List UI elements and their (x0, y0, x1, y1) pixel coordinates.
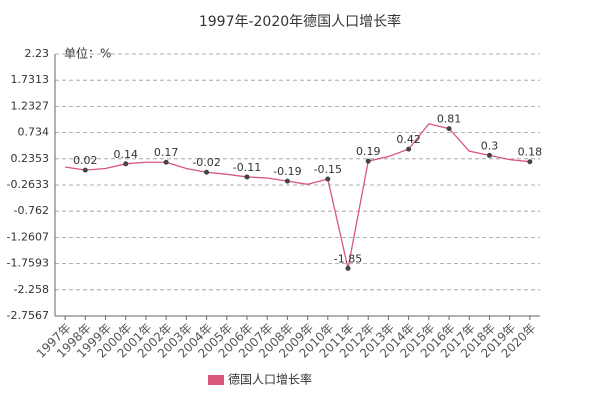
y-tick-label: -1.7593 (7, 257, 49, 270)
chart-title: 1997年-2020年德国人口增长率 (199, 13, 401, 30)
data-label: 0.14 (113, 148, 138, 161)
data-point (325, 176, 331, 182)
data-point (82, 167, 88, 173)
y-tick-label: -0.762 (14, 204, 49, 217)
data-label: -0.02 (192, 156, 220, 169)
data-label: 0.19 (356, 145, 381, 158)
data-point (365, 158, 371, 164)
data-label: 0.02 (73, 154, 98, 167)
data-point (244, 174, 250, 180)
y-tick-label: 2.23 (25, 47, 50, 60)
data-label: 0.42 (396, 133, 421, 146)
y-tick-label: 0.734 (18, 126, 50, 139)
data-label: 0.17 (154, 146, 179, 159)
series-line (65, 123, 530, 269)
data-label: -0.19 (273, 165, 301, 178)
data-label: 0.81 (437, 113, 462, 126)
data-point (406, 146, 412, 152)
y-tick-label: -2.7567 (7, 309, 49, 322)
data-label: 0.3 (481, 139, 499, 152)
y-tick-label: 0.2353 (11, 152, 50, 165)
y-tick-label: 1.7313 (11, 73, 50, 86)
data-label: -1.85 (334, 252, 362, 265)
y-tick-label: -1.2607 (7, 230, 49, 243)
data-point (345, 265, 351, 271)
data-point (204, 169, 210, 175)
data-point (123, 161, 129, 167)
y-tick-label: -2.258 (14, 283, 49, 296)
data-label: -0.15 (314, 163, 342, 176)
y-tick-label: 1.2327 (11, 99, 50, 112)
y-tick-label: -0.2633 (7, 178, 49, 191)
data-label: -0.11 (233, 161, 261, 174)
data-point (284, 178, 290, 184)
data-point (527, 159, 533, 165)
legend-swatch (208, 375, 224, 385)
data-point (446, 126, 452, 132)
data-point (163, 159, 169, 165)
data-label: 0.18 (518, 146, 543, 159)
unit-label: 单位：% (64, 46, 111, 61)
data-point (486, 152, 492, 158)
legend-label: 德国人口增长率 (228, 372, 312, 387)
